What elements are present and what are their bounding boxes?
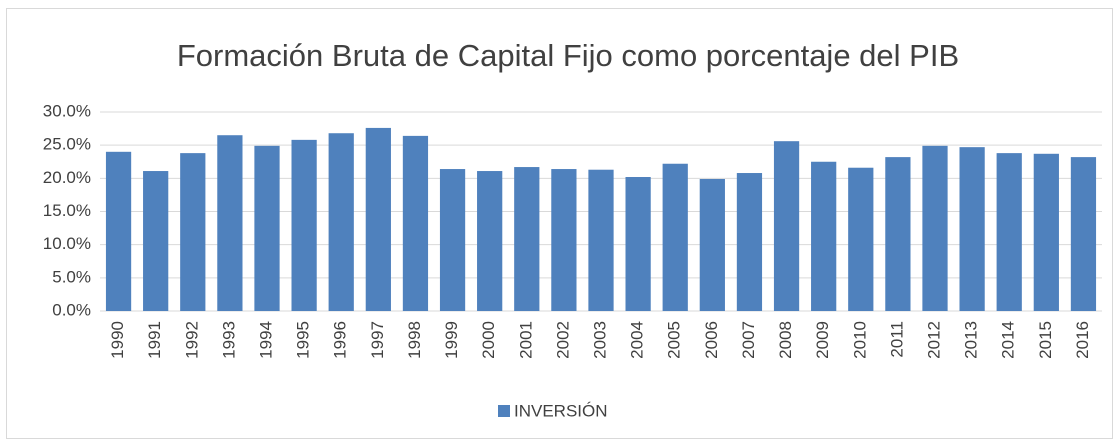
x-tick-label: 1997: [368, 321, 387, 359]
bar: [996, 153, 1022, 311]
x-tick-label: 1998: [405, 321, 424, 359]
y-tick-label: 20.0%: [43, 168, 91, 187]
x-tick-label: 2001: [516, 321, 535, 359]
bar: [328, 133, 354, 311]
x-tick-label: 2003: [590, 321, 609, 359]
bar: [625, 177, 651, 311]
x-tick-label: 2000: [479, 321, 498, 359]
bar: [1070, 157, 1097, 311]
x-tick-label: 2011: [887, 321, 906, 358]
x-tick-label: 2006: [702, 321, 721, 359]
x-tick-label: 1990: [108, 321, 127, 359]
bar: [180, 153, 206, 311]
y-tick-label: 15.0%: [43, 201, 91, 220]
chart-title: Formación Bruta de Capital Fijo como por…: [177, 38, 959, 73]
y-tick-label: 5.0%: [52, 267, 91, 286]
x-tick-label: 2016: [1073, 321, 1092, 359]
bar: [848, 167, 874, 311]
bar: [699, 178, 725, 311]
bar: [662, 163, 688, 311]
x-tick-label: 1993: [219, 321, 238, 359]
x-tick-label: 2010: [850, 321, 869, 359]
bar: [811, 161, 837, 311]
bar: [439, 169, 466, 311]
bar: [217, 135, 243, 311]
x-tick-label: 2008: [776, 321, 795, 359]
legend-swatch: [498, 405, 510, 417]
bar: [365, 127, 391, 311]
bar: [773, 141, 800, 311]
bar: [959, 147, 985, 311]
x-tick-label: 2004: [628, 321, 647, 359]
x-tick-label: 2012: [924, 321, 943, 359]
bar: [885, 157, 911, 311]
x-tick-label: 1996: [331, 321, 350, 359]
x-tick-label: 1991: [145, 321, 164, 359]
x-tick-label: 2009: [813, 321, 832, 359]
bar: [1033, 153, 1059, 311]
y-tick-label: 25.0%: [43, 135, 91, 154]
bar: [514, 167, 540, 311]
y-tick-label: 10.0%: [43, 234, 91, 253]
x-tick-label: 2015: [1036, 321, 1055, 359]
x-tick-label: 1994: [256, 321, 275, 359]
bar: [105, 151, 132, 311]
bar: [736, 173, 763, 311]
y-tick-label: 30.0%: [43, 101, 91, 120]
bar: [402, 135, 429, 311]
x-tick-label: 2014: [999, 321, 1018, 359]
bar: [588, 169, 614, 311]
y-tick-label: 0.0%: [52, 300, 91, 319]
x-tick-label: 1999: [442, 321, 461, 359]
x-tick-label: 1995: [294, 321, 313, 359]
bar: [254, 145, 280, 311]
x-tick-label: 2007: [739, 321, 758, 359]
x-tick-label: 1992: [182, 321, 201, 359]
x-tick-label: 2002: [553, 321, 572, 359]
bar: [551, 169, 577, 311]
bar: [922, 145, 948, 311]
x-tick-label: 2013: [962, 321, 981, 359]
bar: [143, 171, 169, 311]
x-tick-label: 2005: [665, 321, 684, 359]
legend-label: INVERSIÓN: [514, 401, 608, 420]
bar: [291, 139, 317, 311]
bar: [477, 171, 503, 311]
